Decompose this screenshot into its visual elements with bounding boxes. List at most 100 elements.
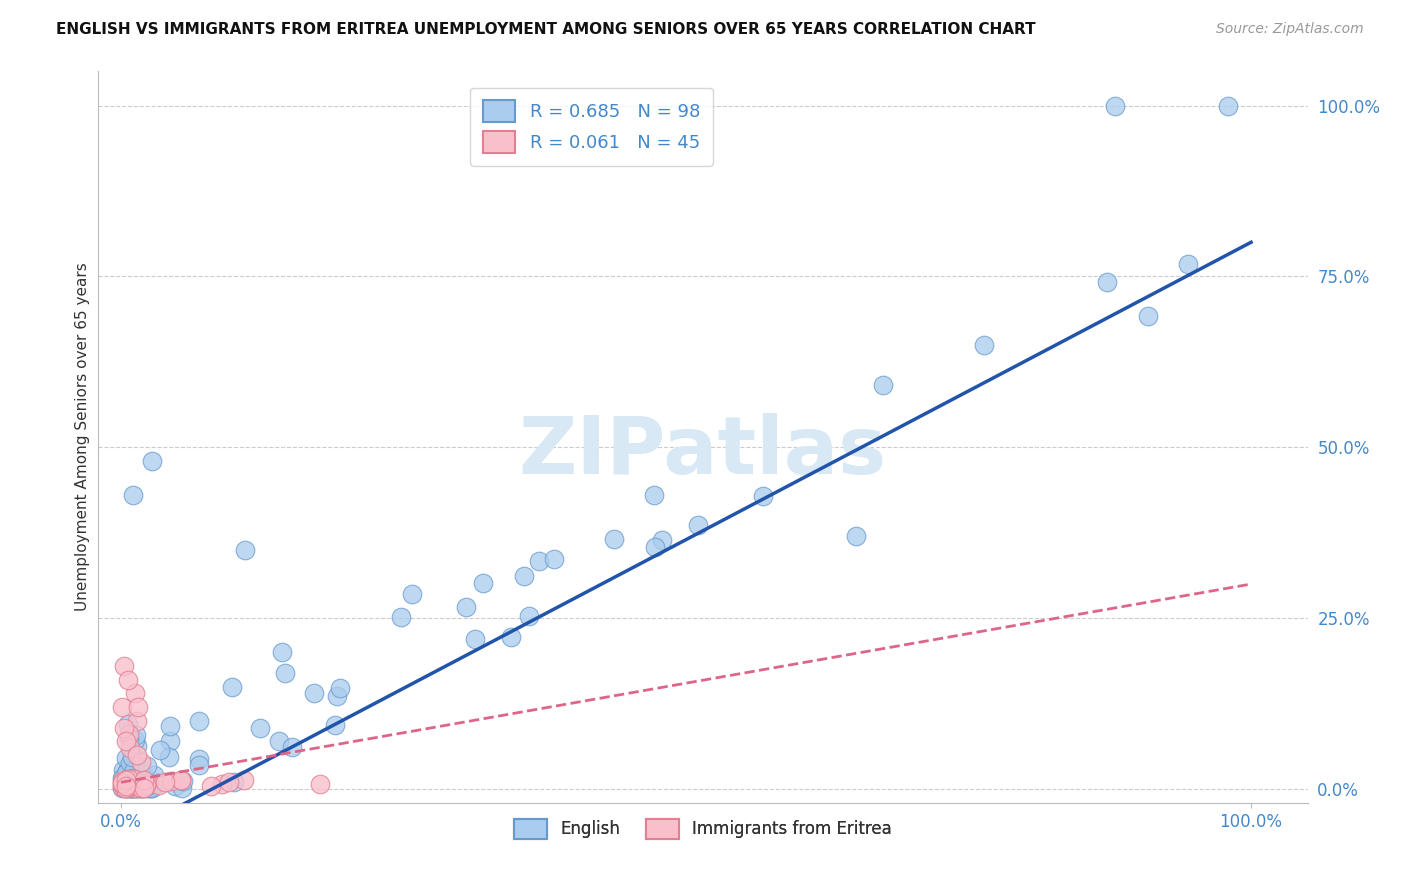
Point (122, 758, 145, 772)
Point (686, 518, 709, 533)
Point (132, 773, 155, 788)
Point (222, 775, 245, 789)
Text: ZIPatlas: ZIPatlas (519, 413, 887, 491)
Point (401, 587, 423, 601)
Point (127, 700, 149, 714)
Point (125, 739, 148, 753)
Point (249, 721, 271, 735)
Point (112, 780, 135, 794)
Point (464, 632, 486, 646)
Point (117, 717, 139, 731)
Point (121, 771, 143, 785)
Point (169, 773, 191, 788)
Point (115, 734, 138, 748)
Point (1177, 256, 1199, 270)
Point (122, 767, 145, 781)
Point (187, 752, 209, 766)
Point (117, 777, 139, 791)
Point (121, 781, 143, 796)
Point (115, 766, 138, 780)
Point (122, 763, 145, 777)
Point (120, 780, 142, 794)
Point (121, 488, 143, 502)
Point (651, 533, 673, 547)
Point (114, 780, 136, 794)
Point (187, 714, 209, 728)
Point (513, 569, 536, 583)
Point (124, 733, 146, 747)
Point (170, 773, 193, 788)
Point (138, 778, 160, 792)
Point (111, 781, 134, 796)
Point (132, 779, 155, 793)
Point (149, 743, 172, 757)
Point (121, 781, 143, 796)
Point (120, 777, 142, 791)
Point (135, 778, 157, 792)
Point (153, 774, 176, 789)
Point (309, 776, 332, 790)
Point (117, 764, 139, 778)
Point (122, 781, 145, 796)
Point (132, 773, 155, 788)
Point (114, 772, 136, 787)
Point (267, 734, 290, 748)
Point (115, 772, 138, 787)
Point (273, 665, 295, 680)
Point (845, 529, 868, 543)
Point (141, 454, 163, 468)
Point (132, 781, 155, 796)
Point (187, 757, 209, 772)
Point (326, 690, 349, 704)
Point (115, 781, 138, 796)
Text: Source: ZipAtlas.com: Source: ZipAtlas.com (1216, 22, 1364, 37)
Point (125, 714, 148, 728)
Point (232, 773, 254, 788)
Point (304, 686, 326, 700)
Point (170, 781, 193, 796)
Point (127, 781, 149, 796)
Point (141, 781, 163, 796)
Point (328, 681, 350, 696)
Point (211, 777, 233, 791)
Point (117, 673, 139, 687)
Point (138, 780, 160, 795)
Point (124, 756, 146, 771)
Point (125, 781, 148, 796)
Point (122, 771, 145, 785)
Point (172, 774, 194, 789)
Point (270, 645, 292, 659)
Point (146, 775, 169, 789)
Point (127, 781, 149, 796)
Point (111, 772, 134, 786)
Point (1104, 98, 1126, 112)
Point (111, 700, 134, 714)
Point (165, 779, 187, 793)
Point (280, 740, 302, 755)
Point (122, 780, 145, 795)
Point (159, 734, 181, 748)
Point (1218, 98, 1240, 112)
Point (1097, 275, 1119, 289)
Point (543, 551, 565, 566)
Point (323, 718, 346, 732)
Point (160, 773, 183, 788)
Point (200, 779, 222, 793)
Point (131, 780, 153, 795)
Point (118, 741, 141, 756)
Point (111, 780, 134, 795)
Point (117, 781, 139, 796)
Point (127, 747, 149, 762)
Point (471, 575, 494, 590)
Point (454, 599, 477, 614)
Y-axis label: Unemployment Among Seniors over 65 years: Unemployment Among Seniors over 65 years (75, 263, 90, 611)
Point (111, 776, 134, 790)
Point (501, 630, 523, 644)
Point (135, 775, 157, 789)
Point (644, 540, 666, 554)
Point (111, 776, 134, 790)
Point (872, 377, 894, 392)
Point (111, 770, 134, 784)
Point (1136, 309, 1159, 323)
Point (120, 756, 142, 770)
